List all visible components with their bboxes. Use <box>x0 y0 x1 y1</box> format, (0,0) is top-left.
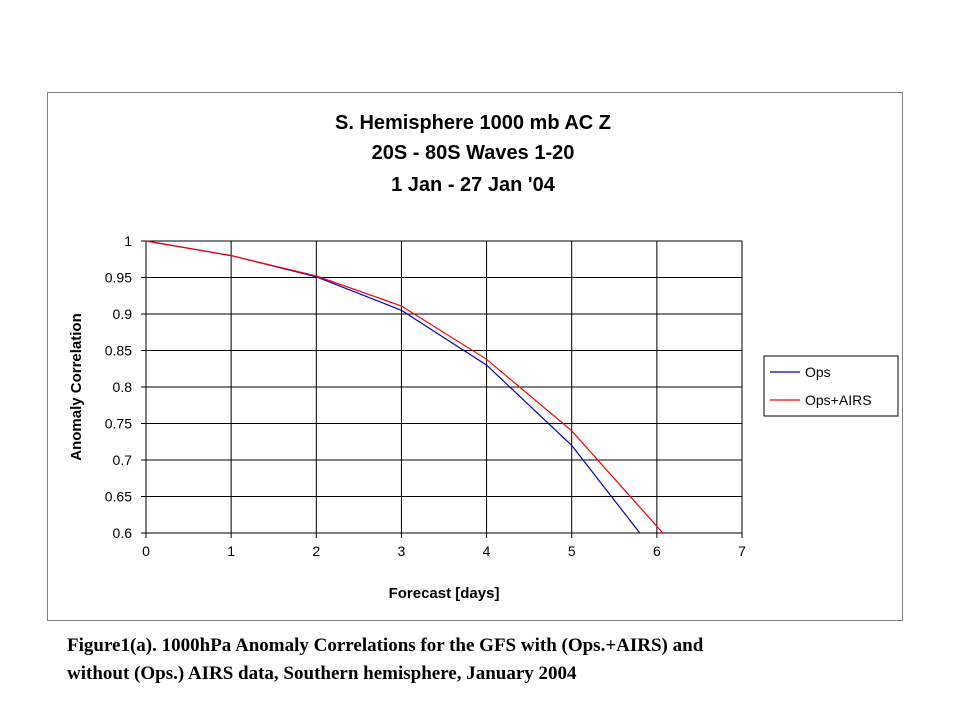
line-chart: S. Hemisphere 1000 mb AC Z 20S - 80S Wav… <box>68 112 899 602</box>
y-tick-label: 0.6 <box>113 525 133 541</box>
x-tick-label: 1 <box>227 543 235 559</box>
legend-label: Ops <box>805 364 831 380</box>
chart-title: S. Hemisphere 1000 mb AC Z 20S - 80S Wav… <box>335 112 611 196</box>
x-tick-label: 7 <box>738 543 746 559</box>
y-axis-title: Anomaly Correlation <box>68 313 85 461</box>
x-axis-title: Forecast [days] <box>389 585 500 602</box>
x-tick-label: 2 <box>312 543 320 559</box>
gridlines <box>141 240 743 538</box>
y-tick-label: 0.85 <box>105 343 132 359</box>
y-tick-label: 0.9 <box>113 306 133 322</box>
x-tick-labels: 0 1 2 3 4 5 6 7 <box>142 543 746 559</box>
x-tick-label: 4 <box>483 543 491 559</box>
chart-title-line-2: 20S - 80S Waves 1-20 <box>372 142 575 164</box>
chart-frame: S. Hemisphere 1000 mb AC Z 20S - 80S Wav… <box>47 92 903 621</box>
chart-title-line-1: S. Hemisphere 1000 mb AC Z <box>335 112 611 134</box>
legend-label: Ops+AIRS <box>805 392 872 408</box>
x-tick-label: 3 <box>398 543 406 559</box>
x-tick-label: 5 <box>568 543 576 559</box>
figure-caption: Figure1(a). 1000hPa Anomaly Correlations… <box>67 632 927 688</box>
chart-title-line-3: 1 Jan - 27 Jan '04 <box>391 174 556 196</box>
x-tick-label: 6 <box>653 543 661 559</box>
legend-box <box>763 355 899 417</box>
legend: Ops Ops+AIRS <box>763 355 899 417</box>
y-tick-label: 0.95 <box>105 270 132 286</box>
y-tick-label: 0.7 <box>113 452 133 468</box>
caption-line-2: without (Ops.) AIRS data, Southern hemis… <box>67 663 577 684</box>
x-tick-label: 0 <box>142 543 150 559</box>
caption-line-1: Figure1(a). 1000hPa Anomaly Correlations… <box>67 635 704 656</box>
y-tick-labels: 1 0.95 0.9 0.85 0.8 0.75 0.7 0.65 0.6 <box>105 233 132 541</box>
y-tick-label: 0.8 <box>113 379 133 395</box>
y-tick-label: 1 <box>124 233 132 249</box>
y-tick-label: 0.65 <box>105 489 132 505</box>
series-lines <box>145 240 664 534</box>
y-tick-label: 0.75 <box>105 416 132 432</box>
